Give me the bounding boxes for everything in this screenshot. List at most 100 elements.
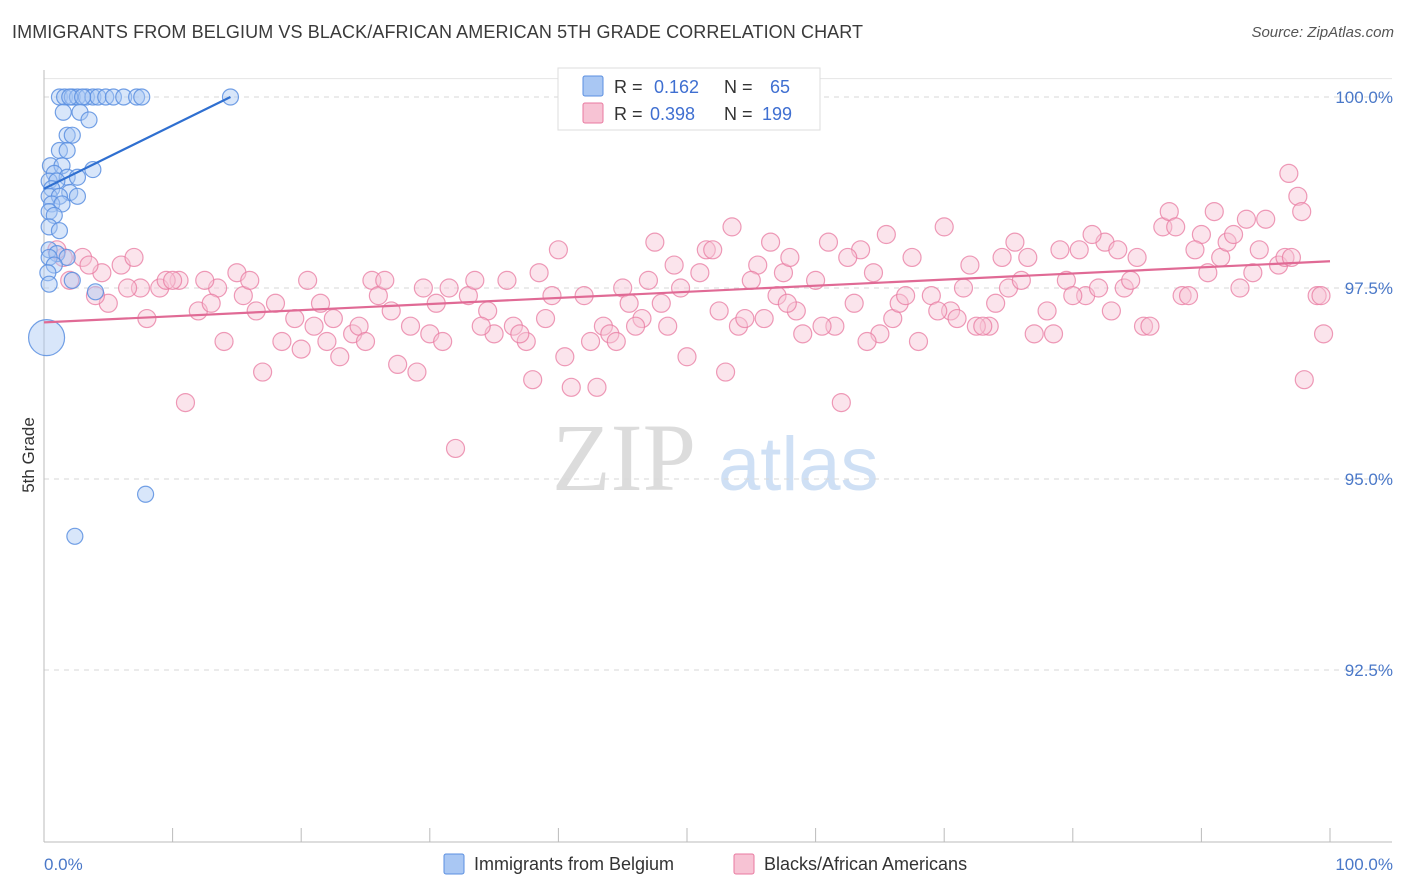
data-point-belgium bbox=[80, 111, 98, 129]
legend-label-black: Blacks/African Americans bbox=[764, 854, 967, 874]
data-point-black bbox=[876, 224, 896, 245]
stats-r-label-2: R = bbox=[614, 104, 643, 124]
data-point-black bbox=[79, 255, 99, 275]
data-point-black bbox=[1018, 247, 1038, 268]
data-point-black bbox=[355, 331, 376, 352]
data-point-black bbox=[542, 286, 562, 306]
watermark-zip: ZIP bbox=[552, 404, 696, 511]
data-point-black bbox=[1236, 209, 1257, 229]
data-point-belgium bbox=[86, 283, 105, 301]
data-point-black bbox=[1127, 247, 1147, 268]
data-point-black bbox=[580, 331, 601, 352]
data-point-black bbox=[863, 263, 884, 283]
data-point-black bbox=[400, 316, 421, 336]
data-point-black bbox=[703, 240, 723, 260]
data-point-black bbox=[1292, 202, 1312, 222]
x-tick-label-max: 100.0% bbox=[1335, 855, 1393, 874]
data-point-black bbox=[163, 270, 183, 290]
data-point-black bbox=[677, 347, 697, 367]
data-point-black bbox=[1114, 278, 1134, 298]
data-point-black bbox=[445, 438, 466, 459]
data-point-black bbox=[658, 316, 678, 336]
data-point-black bbox=[722, 217, 742, 237]
data-point-black bbox=[1279, 163, 1299, 183]
data-point-black bbox=[1166, 217, 1186, 237]
data-point-black bbox=[471, 316, 491, 336]
stats-legend-box: R = 0.162 N = 65 R = 0.398 N = 199 bbox=[557, 67, 821, 131]
chart-title: IMMIGRANTS FROM BELGIUM VS BLACK/AFRICAN… bbox=[12, 22, 864, 42]
data-point-black bbox=[838, 247, 858, 268]
data-point-black bbox=[1101, 301, 1121, 321]
stats-r-value-2: 0.398 bbox=[650, 104, 695, 124]
data-point-black bbox=[1217, 232, 1237, 252]
data-point-black bbox=[992, 247, 1012, 268]
data-point-black bbox=[1108, 240, 1128, 260]
data-point-black bbox=[1311, 286, 1331, 306]
data-point-black bbox=[1043, 324, 1064, 344]
data-point-belgium bbox=[40, 275, 58, 293]
y-tick-label: 100.0% bbox=[1335, 88, 1393, 107]
data-point-black bbox=[1172, 286, 1192, 306]
data-point-black bbox=[413, 278, 433, 298]
data-point-black bbox=[986, 293, 1006, 313]
data-point-black bbox=[966, 316, 986, 336]
data-point-black bbox=[375, 270, 395, 290]
data-point-black bbox=[201, 293, 221, 313]
data-point-belgium bbox=[136, 485, 155, 503]
data-point-black bbox=[85, 286, 106, 306]
axes bbox=[43, 70, 1392, 843]
data-point-black bbox=[285, 308, 305, 329]
legend-swatch-belgium bbox=[443, 853, 465, 875]
data-point-black bbox=[548, 240, 569, 260]
data-point-black bbox=[844, 293, 864, 313]
data-point-black bbox=[124, 247, 144, 268]
data-point-black bbox=[928, 301, 948, 321]
data-point-belgium bbox=[66, 527, 84, 545]
data-point-black bbox=[1204, 202, 1224, 222]
trend-lines bbox=[43, 96, 1331, 324]
data-point-black bbox=[310, 293, 331, 313]
data-point-black bbox=[735, 308, 755, 329]
data-point-black bbox=[587, 377, 607, 397]
stats-swatch-blue bbox=[582, 75, 604, 97]
data-point-black bbox=[439, 278, 459, 298]
stats-r-label-1: R = bbox=[614, 77, 643, 97]
data-point-black bbox=[1313, 324, 1334, 344]
data-point-black bbox=[1178, 286, 1199, 306]
data-point-black bbox=[1140, 316, 1160, 336]
data-point-black bbox=[407, 362, 427, 382]
data-point-black bbox=[818, 232, 839, 252]
y-tick-label: 92.5% bbox=[1345, 661, 1393, 680]
data-point-black bbox=[1294, 370, 1314, 390]
data-point-black bbox=[1185, 240, 1205, 260]
stats-n-value-2: 199 bbox=[762, 104, 792, 124]
data-point-black bbox=[1050, 240, 1070, 260]
data-point-belgium bbox=[58, 248, 76, 267]
legend-label-belgium: Immigrants from Belgium bbox=[474, 854, 674, 874]
data-point-black bbox=[625, 316, 646, 336]
data-point-black bbox=[696, 240, 716, 260]
data-point-black bbox=[1249, 240, 1269, 260]
data-point-belgium bbox=[61, 88, 79, 106]
data-point-black bbox=[253, 362, 273, 382]
data-point-black bbox=[908, 331, 929, 352]
data-point-black bbox=[896, 286, 916, 306]
data-point-belgium bbox=[40, 218, 58, 236]
data-point-belgium bbox=[133, 88, 151, 106]
y-tick-label: 97.5% bbox=[1345, 279, 1393, 298]
data-point-black bbox=[670, 278, 691, 298]
y-tick-label: 95.0% bbox=[1345, 470, 1393, 489]
data-point-black bbox=[1223, 224, 1244, 245]
data-point-black bbox=[195, 270, 215, 290]
data-point-black bbox=[902, 247, 922, 268]
data-point-black bbox=[645, 232, 665, 252]
y-axis-label: 5th Grade bbox=[19, 417, 38, 493]
data-point-black bbox=[953, 278, 974, 298]
trend-line-belgium bbox=[43, 96, 231, 190]
data-point-black bbox=[715, 362, 736, 382]
data-point-black bbox=[117, 278, 138, 298]
series-immigrants-from-belgium bbox=[27, 88, 240, 545]
data-point-black bbox=[510, 324, 530, 344]
data-point-black bbox=[523, 370, 543, 390]
